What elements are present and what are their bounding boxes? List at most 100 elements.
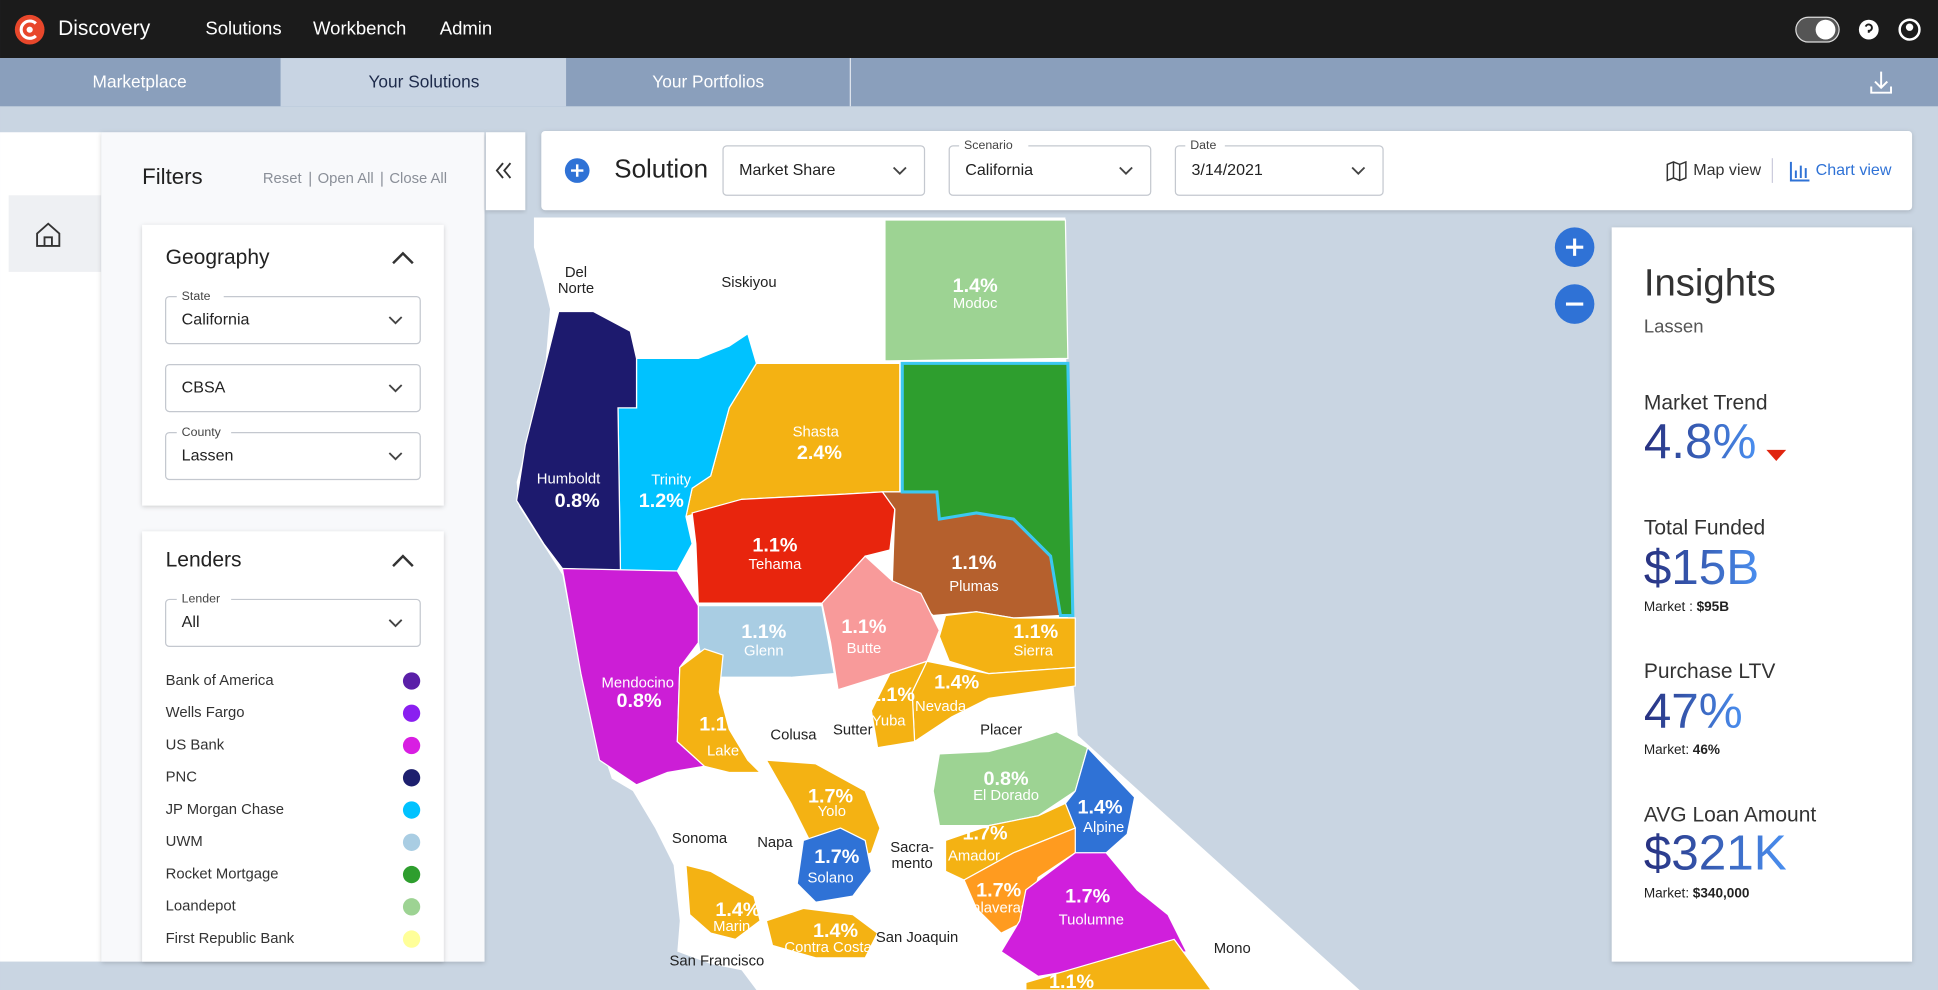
county-shape[interactable] [900, 361, 1075, 618]
county-value: 1.7% [808, 785, 853, 807]
lender-name[interactable]: Bank of America [166, 673, 275, 689]
view-toggle[interactable]: Chart view [1816, 161, 1892, 179]
label-backing [176, 425, 232, 439]
tab[interactable]: Your Solutions [368, 71, 479, 91]
chevron-icon [892, 166, 907, 175]
region-label: Del Norte [558, 265, 594, 297]
county-shape[interactable] [884, 219, 1069, 362]
select-value: California [182, 310, 250, 328]
chevron-icon [388, 452, 403, 461]
county-shape[interactable] [796, 827, 873, 903]
select-value: All [182, 613, 200, 631]
county-shape[interactable] [617, 332, 758, 572]
filter-action[interactable]: Close All [389, 171, 447, 187]
county-shape[interactable] [870, 660, 929, 749]
region-label: Sonoma [672, 831, 728, 847]
lender-dot [402, 833, 421, 851]
tab-active [280, 58, 567, 107]
county-shape[interactable] [765, 907, 879, 959]
tab[interactable]: Your Portfolios [652, 71, 764, 91]
county-name: Humboldt [537, 471, 601, 487]
select-field[interactable] [722, 145, 926, 196]
metric-note-label: Market : [1644, 598, 1693, 613]
chevron-icon [388, 619, 403, 628]
county-name: Yuba [872, 714, 907, 730]
lender-dot [402, 704, 421, 722]
metric-note: Market : $95B [1644, 598, 1729, 613]
region-label-line: Siskiyou [721, 275, 776, 291]
chevron-icon [1351, 166, 1366, 175]
lender-dot [402, 898, 421, 916]
lender-name[interactable]: JP Morgan Chase [166, 802, 284, 818]
county-value: 1.1% [1049, 971, 1094, 990]
filter-action[interactable]: Open All [318, 171, 374, 187]
region-label-line: San Joaquin [876, 930, 958, 946]
lender-dot [402, 769, 421, 787]
select-field[interactable] [165, 598, 421, 648]
county-value: 0.8% [616, 690, 661, 712]
filters-title: Filters [142, 164, 203, 189]
help-mark [1864, 23, 1873, 33]
county-value: 1.4% [953, 275, 998, 297]
select-label: Scenario [964, 138, 1013, 152]
select-field[interactable] [165, 296, 421, 345]
chevron-icon [1119, 166, 1133, 175]
home-icon [36, 222, 61, 247]
brand[interactable]: Discovery [58, 17, 151, 40]
select-field[interactable] [1174, 145, 1384, 196]
county-value: 1.4% [934, 672, 979, 694]
home-button[interactable] [8, 195, 102, 272]
county-name: Plumas [949, 579, 998, 595]
county-shape[interactable] [685, 864, 761, 940]
select-label: County [182, 425, 222, 439]
metric-label: Market Trend [1644, 392, 1768, 415]
insights-subtitle: Lassen [1644, 315, 1704, 336]
nav-item[interactable]: Solutions [205, 18, 281, 39]
lender-name[interactable]: First Republic Bank [166, 931, 295, 947]
label-backing [1185, 138, 1225, 153]
section-title: Geography [166, 246, 270, 269]
lender-name[interactable]: US Bank [166, 737, 225, 753]
county-name: Mendocino [601, 675, 674, 691]
region-label: Mono [1214, 941, 1251, 957]
county-shape[interactable] [821, 555, 941, 691]
region-label: Colusa [770, 727, 817, 743]
collapse-icon [495, 162, 512, 179]
region-label: Napa [757, 835, 793, 851]
select-field[interactable] [948, 145, 1152, 196]
nav-item[interactable]: Admin [440, 18, 492, 39]
county-shape[interactable] [963, 827, 1076, 934]
tab[interactable]: Marketplace [93, 71, 187, 91]
insights-title: Insights [1644, 262, 1776, 305]
chevron-icon [392, 251, 414, 265]
county-name: Amador [948, 848, 1000, 864]
label-backing [176, 592, 232, 606]
select-field[interactable] [165, 431, 421, 481]
county-value: 1.1% [752, 535, 797, 557]
lender-name[interactable]: UWM [166, 834, 203, 850]
county-name: Calaveras [962, 900, 1029, 916]
county-name: Contra Costa [784, 940, 872, 956]
lender-dot [402, 801, 421, 819]
county-shape[interactable] [1000, 852, 1188, 978]
user-icon[interactable] [1898, 18, 1921, 41]
nav-item[interactable]: Workbench [313, 18, 406, 39]
county-shape[interactable] [691, 491, 896, 604]
region-label-line: Napa [757, 835, 793, 851]
lender-name[interactable]: Loandepot [166, 899, 237, 915]
county-shape[interactable] [676, 648, 762, 774]
theme-toggle-knob [1815, 19, 1836, 40]
lender-name[interactable]: PNC [166, 770, 198, 786]
view-toggle[interactable]: Map view [1693, 161, 1761, 179]
select-field[interactable] [165, 363, 421, 413]
filter-action[interactable]: Reset [263, 171, 303, 187]
county-value: 0.8% [555, 490, 600, 512]
lender-name[interactable]: Rocket Mortgage [166, 866, 279, 882]
county-name: Trinity [651, 473, 691, 489]
download-icon[interactable] [1870, 71, 1893, 94]
lender-name[interactable]: Wells Fargo [166, 705, 245, 721]
help-icon[interactable] [1858, 19, 1879, 40]
county-name: El Dorado [973, 788, 1039, 804]
